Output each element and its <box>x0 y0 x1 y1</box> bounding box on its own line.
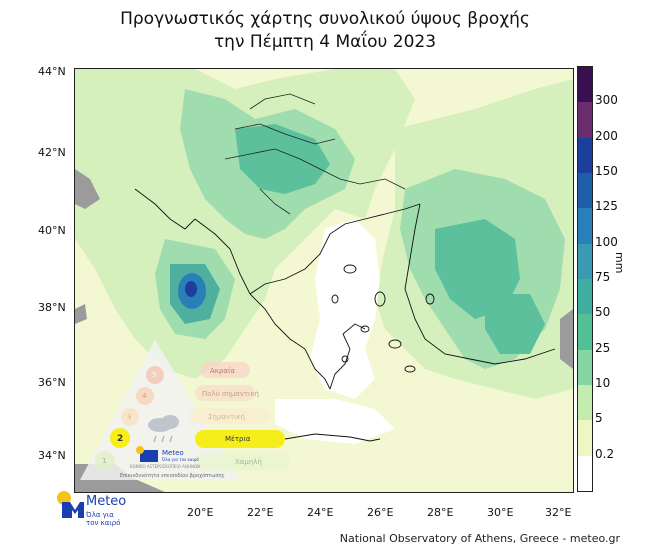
hazard-scale-card: 5 Ακραία 4 Πολύ σημαντική 3 Σημαντική 2 … <box>80 340 300 485</box>
colorbar-tick-label: 50 <box>595 305 611 320</box>
level-5-label: Ακραία <box>210 367 235 375</box>
colorbar-tick-label: 25 <box>595 340 611 355</box>
rain-cloud-icon <box>148 415 179 443</box>
colorbar-tick-label: 75 <box>595 270 611 284</box>
meteo-m-icon <box>62 502 84 518</box>
colorbar-unit: mm <box>613 252 626 274</box>
lat-label-44: 44°N <box>38 65 66 78</box>
lon-label-32: 32°E <box>545 506 572 519</box>
colorbar-segment <box>578 279 592 315</box>
hazard-scale-svg <box>80 340 290 480</box>
lat-label-36: 36°N <box>38 376 66 389</box>
lon-label-24: 24°E <box>307 506 334 519</box>
colorbar-segment <box>578 349 592 386</box>
logo-tagline: Όλα για τον καιρό <box>86 511 121 527</box>
lat-label-42: 42°N <box>38 146 66 159</box>
colorbar-segment <box>578 208 592 245</box>
lat-label-38: 38°N <box>38 301 66 314</box>
colorbar-tick-label: 10 <box>595 376 611 390</box>
land-grey-italy <box>75 169 100 209</box>
level-5-circle <box>146 366 164 384</box>
coastlines <box>134 188 556 442</box>
level-2-circle <box>110 428 130 448</box>
colorbar-segment <box>578 243 592 280</box>
lon-label-20: 20°E <box>187 506 214 519</box>
level-3-number: 3 <box>127 413 132 421</box>
scale-card-caption: Επικινδυνότητα επεισοδίου βροχόπτωσης <box>120 473 225 479</box>
scale-card-brand: Meteo <box>162 449 184 457</box>
rain-core-ionian-center <box>185 281 197 297</box>
sun-icon <box>57 491 71 505</box>
rain-zone-heavy-southwest-turkey <box>485 294 545 354</box>
level-2-number: 2 <box>117 434 124 444</box>
crete-sea-no-rain <box>275 399 395 444</box>
map-title: Προγνωστικός χάρτης συνολικού ύψους βροχ… <box>0 8 650 54</box>
footer-credit: National Observatory of Athens, Greece -… <box>339 532 620 545</box>
level-4-label: Πολύ σημαντική <box>202 390 259 398</box>
lat-label-34: 34°N <box>38 449 66 462</box>
lon-label-22: 22°E <box>247 506 274 519</box>
aegean-no-rain <box>310 219 380 399</box>
colorbar-tick-label: 100 <box>595 234 618 249</box>
level-4-number: 4 <box>142 392 147 400</box>
lon-label-30: 30°E <box>487 506 514 519</box>
colorbar-tick-label: 5 <box>595 411 603 426</box>
scale-card-institute: ΕΘΝΙΚΟ ΑΣΤΕΡΟΣΚΟΠΕΙΟ ΑΘΗΝΩΝ <box>130 464 201 469</box>
colorbar-segment <box>578 102 592 139</box>
level-3-circle <box>121 408 139 426</box>
level-4-pill <box>195 385 255 401</box>
colorbar-segment <box>578 314 592 351</box>
colorbar-segment <box>578 385 592 421</box>
colorbar-tick-label: 0.2 <box>595 446 615 461</box>
lon-label-26: 26°E <box>367 506 394 519</box>
lat-label-40: 40°N <box>38 224 66 237</box>
level-1-label: Χαμηλή <box>235 458 262 466</box>
lon-label-28: 28°E <box>427 506 454 519</box>
level-1-circle <box>95 451 115 471</box>
level-3-label: Σημαντική <box>208 413 245 421</box>
colorbar-tick-label: 300 <box>595 93 618 108</box>
meteo-logo <box>57 491 84 518</box>
land-grey-turkey-east <box>560 309 573 369</box>
colorbar-segment <box>578 137 592 174</box>
scale-card-tagline: Όλα για τον καιρό <box>162 457 199 462</box>
level-3-pill <box>190 408 270 424</box>
meteo-small-logo-icon <box>136 446 158 462</box>
colorbar-segment <box>578 67 592 103</box>
level-4-circle <box>136 387 154 405</box>
colorbar-segment <box>578 420 592 457</box>
land-grey-south-italy <box>75 304 87 324</box>
level-2-label: Μέτρια <box>225 435 251 443</box>
title-line-1: Προγνωστικός χάρτης συνολικού ύψους βροχ… <box>120 9 530 29</box>
islands <box>331 264 435 373</box>
level-2-pill <box>195 430 285 448</box>
borders <box>224 93 406 215</box>
level-1-number: 1 <box>102 457 107 465</box>
colorbar-tick-label: 150 <box>595 164 618 178</box>
level-5-number: 5 <box>152 371 157 379</box>
level-5-pill <box>200 362 250 378</box>
colorbar-segment <box>578 455 592 492</box>
colorbar-segment <box>578 173 592 209</box>
precipitation-colorbar <box>577 66 593 492</box>
logo-brand: Meteo <box>86 494 127 509</box>
level-1-pill <box>195 453 290 471</box>
title-line-2: την Πέμπτη 4 Μαΐου 2023 <box>213 32 437 52</box>
colorbar-tick-label: 125 <box>595 199 618 214</box>
colorbar-tick-label: 200 <box>595 128 618 143</box>
